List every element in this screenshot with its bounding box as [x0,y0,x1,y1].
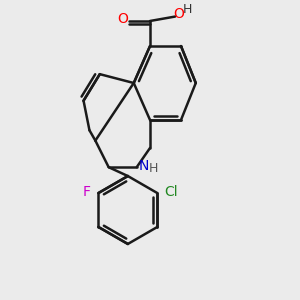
Text: N: N [139,159,149,173]
Text: H: H [183,3,192,16]
Text: O: O [117,12,128,26]
Text: F: F [82,184,91,199]
Text: O: O [173,7,184,21]
Text: H: H [149,162,158,175]
Text: Cl: Cl [165,184,178,199]
